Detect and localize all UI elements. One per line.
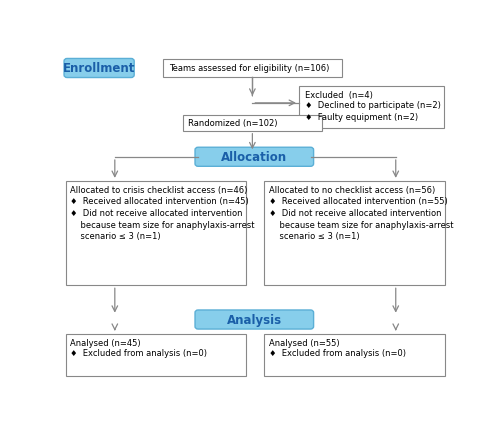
Text: Teams assessed for eligibility (n=106): Teams assessed for eligibility (n=106) <box>169 63 330 72</box>
Text: Allocated to crisis checklist access (n=46): Allocated to crisis checklist access (n=… <box>70 185 248 194</box>
FancyBboxPatch shape <box>182 116 322 132</box>
Text: ♦  Excluded from analysis (n=0): ♦ Excluded from analysis (n=0) <box>70 348 207 357</box>
Text: Excluded  (n=4): Excluded (n=4) <box>304 90 372 99</box>
FancyBboxPatch shape <box>264 334 445 377</box>
Text: ♦  Received allocated intervention (n=45): ♦ Received allocated intervention (n=45) <box>70 196 249 205</box>
Text: Analysed (n=55): Analysed (n=55) <box>268 338 340 347</box>
Text: ♦  Excluded from analysis (n=0): ♦ Excluded from analysis (n=0) <box>268 348 406 357</box>
Text: ♦  Faulty equipment (n=2): ♦ Faulty equipment (n=2) <box>304 113 418 122</box>
Text: Allocated to no checklist access (n=56): Allocated to no checklist access (n=56) <box>268 185 435 194</box>
Text: Allocation: Allocation <box>221 151 288 164</box>
FancyBboxPatch shape <box>64 59 134 78</box>
FancyBboxPatch shape <box>264 181 445 286</box>
Text: Analysed (n=45): Analysed (n=45) <box>70 338 141 347</box>
FancyBboxPatch shape <box>66 334 246 377</box>
Text: Enrollment: Enrollment <box>63 62 136 75</box>
FancyBboxPatch shape <box>299 87 444 128</box>
FancyBboxPatch shape <box>195 148 314 167</box>
Text: ♦  Received allocated intervention (n=55): ♦ Received allocated intervention (n=55) <box>268 196 448 205</box>
Text: Randomized (n=102): Randomized (n=102) <box>188 119 278 128</box>
Text: ♦  Did not receive allocated intervention
    because team size for anaphylaxis-: ♦ Did not receive allocated intervention… <box>70 208 255 241</box>
Text: Analysis: Analysis <box>227 313 282 326</box>
Text: ♦  Did not receive allocated intervention
    because team size for anaphylaxis-: ♦ Did not receive allocated intervention… <box>268 208 453 241</box>
FancyBboxPatch shape <box>66 181 246 286</box>
Text: ♦  Declined to participate (n=2): ♦ Declined to participate (n=2) <box>304 101 440 110</box>
FancyBboxPatch shape <box>163 60 342 78</box>
FancyBboxPatch shape <box>195 310 314 329</box>
